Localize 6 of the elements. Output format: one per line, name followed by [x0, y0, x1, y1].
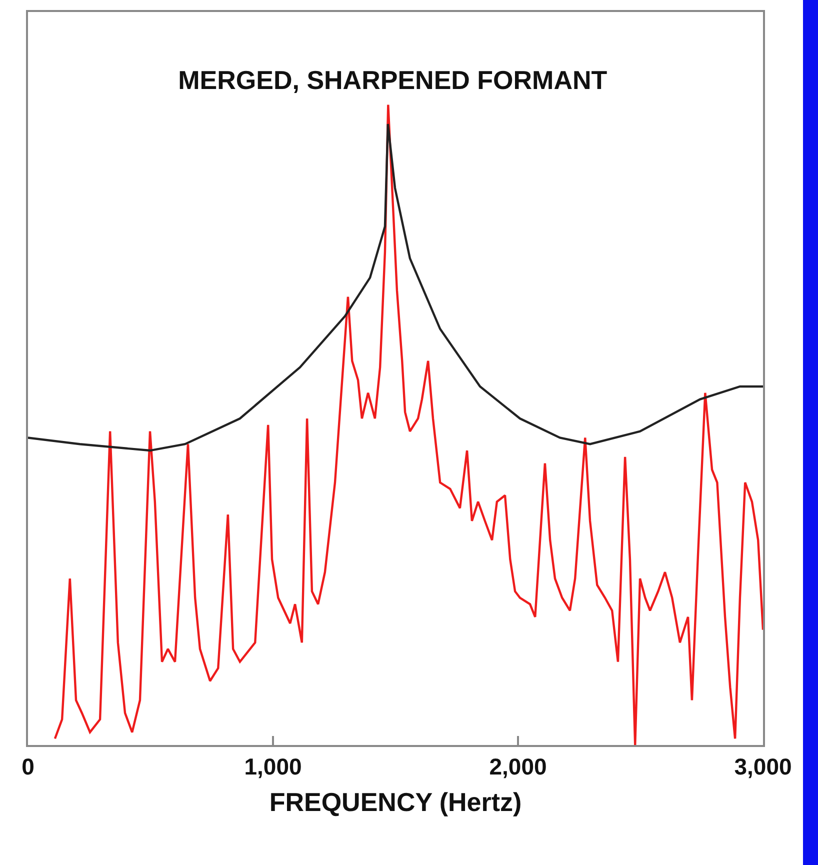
x-tick-label: 3,000 [734, 754, 792, 780]
x-tick-label: 1,000 [244, 754, 302, 780]
x-axis-title: FREQUENCY (Hertz) [269, 786, 522, 817]
x-tick-label: 2,000 [489, 754, 547, 780]
chart-title: MERGED, SHARPENED FORMANT [178, 65, 608, 96]
x-tick-label: 0 [22, 754, 34, 780]
